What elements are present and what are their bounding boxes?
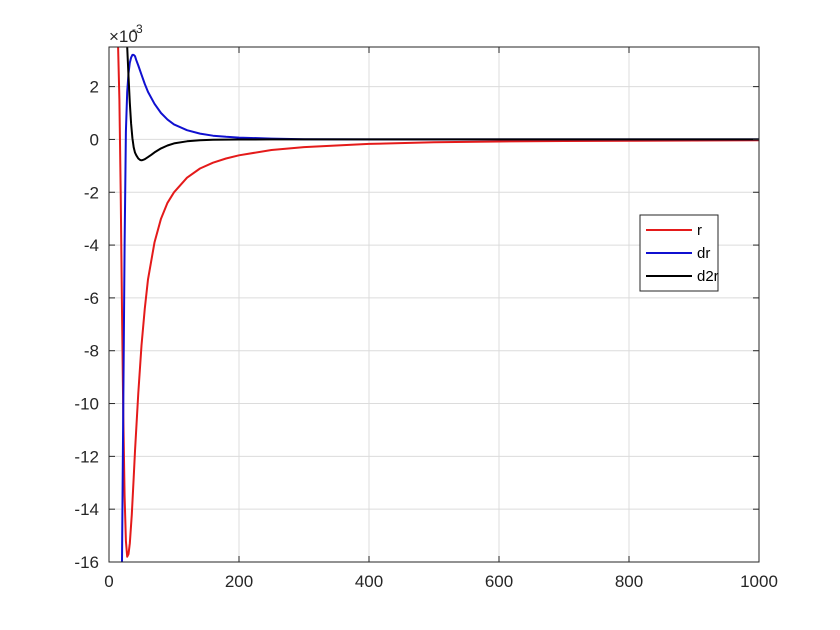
y-tick-label: 0 xyxy=(90,130,99,149)
plot-background xyxy=(109,47,759,562)
series-line-d2r xyxy=(126,47,759,162)
y-tick-label: -6 xyxy=(84,289,99,308)
y-tick-label: 2 xyxy=(90,78,99,97)
x-tick-label: 1000 xyxy=(740,572,778,591)
y-exponent: ×10 -3 xyxy=(109,22,143,46)
x-tick-label: 800 xyxy=(615,572,643,591)
plot-frame xyxy=(108,46,760,563)
y-tick-label: -10 xyxy=(74,395,99,414)
x-tick-label: 600 xyxy=(485,572,513,591)
y-tick-label: -8 xyxy=(84,342,99,361)
legend-label-r: r xyxy=(697,222,702,239)
legend-label-d2r: d2r xyxy=(697,268,719,285)
x-tick-label: 400 xyxy=(355,572,383,591)
y-tick-label: -14 xyxy=(74,500,99,519)
y-tick-label: -4 xyxy=(84,236,99,255)
y-exponent-base: ×10 xyxy=(109,27,138,46)
legend-label-dr: dr xyxy=(697,245,710,262)
y-exponent-power: -3 xyxy=(132,22,143,36)
series-layer xyxy=(117,47,759,562)
y-tick-label: -12 xyxy=(74,447,99,466)
y-tick-label: -16 xyxy=(74,553,99,572)
legend: r dr d2r xyxy=(639,214,719,292)
x-tick-label: 200 xyxy=(225,572,253,591)
y-axis-ticks: -16 -14 -12 -10 -8 -6 -4 -2 0 2 xyxy=(74,78,759,572)
x-axis-ticks: 0 200 400 600 800 1000 xyxy=(104,47,778,591)
x-tick-label: 0 xyxy=(104,572,113,591)
series-line-r xyxy=(117,47,759,558)
y-tick-label: -2 xyxy=(84,183,99,202)
